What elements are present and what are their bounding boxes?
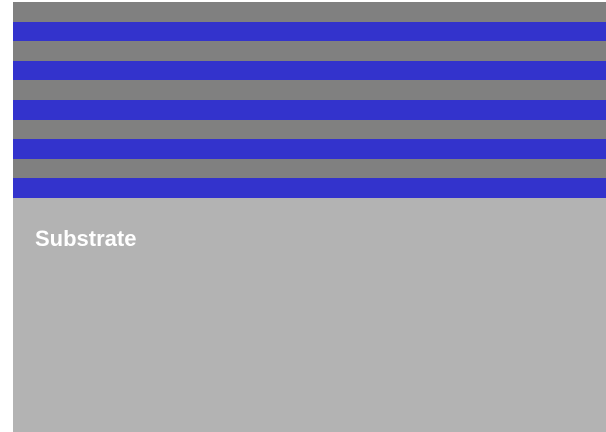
gray-layer-9 (13, 158, 606, 179)
gray-layer-7 (13, 119, 606, 140)
substrate-label: Substrate (35, 226, 137, 251)
blue-layer-10 (13, 178, 606, 198)
blue-layer-4 (13, 60, 606, 81)
substrate-layer: Substrate (13, 198, 606, 432)
gray-layer-5 (13, 80, 606, 100)
multilayer-stack: Substrate (13, 2, 606, 432)
blue-layer-8 (13, 139, 606, 159)
gray-layer-3 (13, 41, 606, 61)
gray-layer-1 (13, 2, 606, 22)
blue-layer-6 (13, 100, 606, 120)
blue-layer-2 (13, 21, 606, 42)
